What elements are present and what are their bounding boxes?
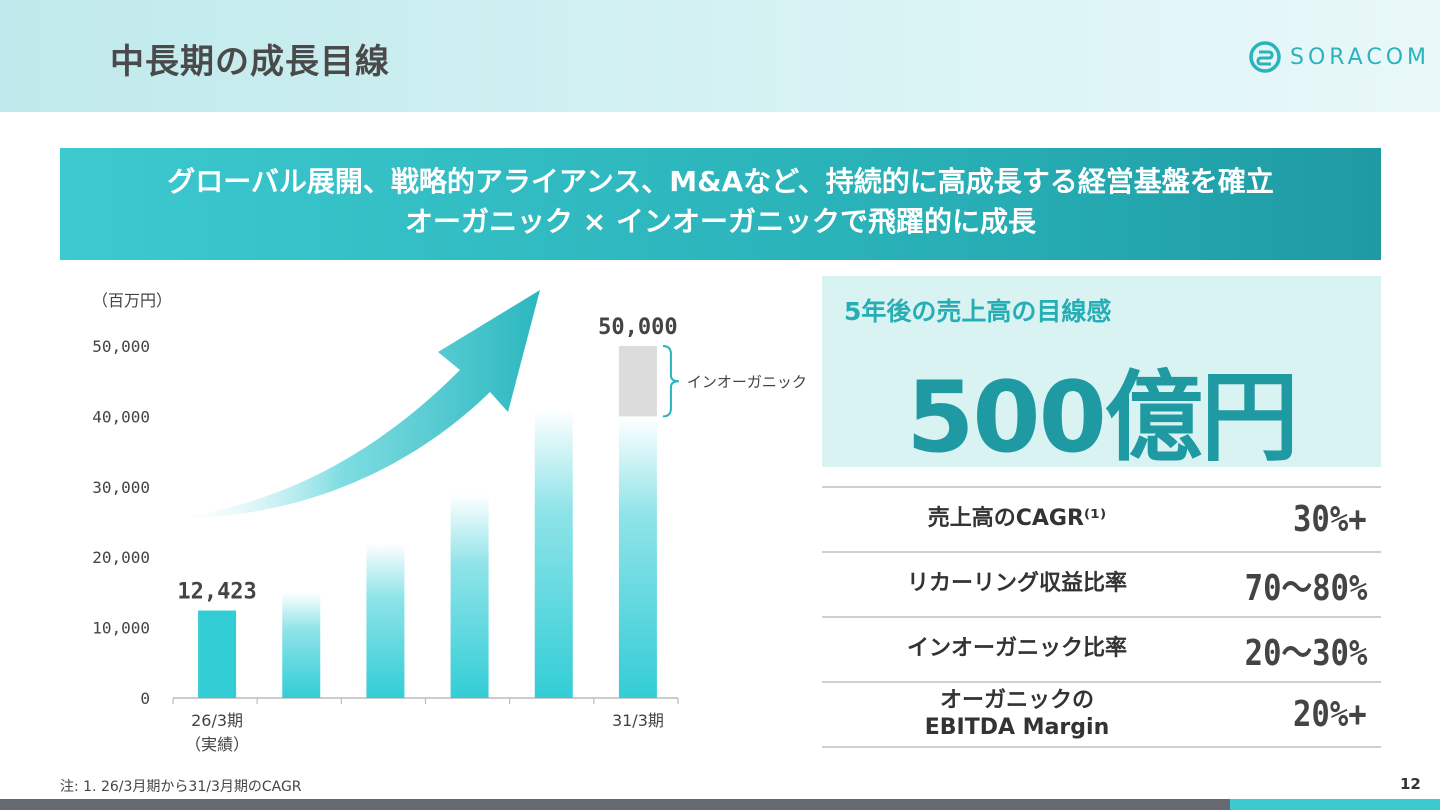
bar-organic xyxy=(618,416,657,698)
bar-organic xyxy=(198,610,237,698)
kpi-label: 売上高のCAGR⁽¹⁾ xyxy=(927,506,1107,532)
revenue-bar-chart: （百万円） 0 10,000 20,000 30,000 40,000 50,000 12… xyxy=(92,290,807,754)
banner-line-2: オーガニック × インオーガニックで飛躍的に成長 xyxy=(405,205,1036,238)
kpi-label: リカーリング収益比率 xyxy=(906,571,1127,597)
kpi-value: 20%+ xyxy=(1293,694,1367,735)
header-band xyxy=(0,0,1440,112)
x-category-sublabel: （実績） xyxy=(185,735,249,754)
bar-organic xyxy=(282,592,321,698)
bar-organic xyxy=(534,409,573,698)
kpi-row: オーガニックの EBITDA Margin 20%+ xyxy=(822,681,1381,748)
kpi-label: インオーガニック比率 xyxy=(906,636,1127,662)
kpi-row: インオーガニック比率 20～30% xyxy=(822,616,1381,681)
data-label: 50,000 xyxy=(598,315,677,340)
target-value: 500億円 xyxy=(906,361,1299,475)
y-unit-label: （百万円） xyxy=(92,291,172,310)
x-category-label: 31/3期 xyxy=(612,711,664,730)
page-number: 12 xyxy=(1400,775,1421,793)
banner-line-1: グローバル展開、戦略的アライアンス、M&Aなど、持続的に高成長する経営基盤を確立 xyxy=(167,165,1274,198)
bar-inorganic xyxy=(618,346,657,417)
bracket-label: インオーガニック xyxy=(687,373,807,391)
bar-organic xyxy=(366,543,405,698)
soracom-logo-icon xyxy=(1249,41,1281,73)
target-box: 5年後の売上高の目線感 500億円 xyxy=(822,276,1381,475)
kpi-label: オーガニックの EBITDA Margin xyxy=(822,683,1212,746)
y-tick-label: 0 xyxy=(140,689,150,708)
y-tick-label: 40,000 xyxy=(92,407,150,426)
kpi-label-line2: EBITDA Margin xyxy=(924,714,1110,740)
kpi-value: 30%+ xyxy=(1293,499,1367,540)
kpi-value: 70～80% xyxy=(1244,567,1367,609)
target-label: 5年後の売上高の目線感 xyxy=(844,297,1112,326)
kpi-row: 売上高のCAGR⁽¹⁾ 30%+ xyxy=(822,486,1381,551)
y-tick-label: 30,000 xyxy=(92,478,150,497)
data-label: 12,423 xyxy=(177,580,256,605)
headline-banner: グローバル展開、戦略的アライアンス、M&Aなど、持続的に高成長する経営基盤を確立… xyxy=(60,148,1381,260)
x-category-label: 26/3期 xyxy=(191,711,243,730)
y-tick-label: 20,000 xyxy=(92,548,150,567)
footnote: 注: 1. 26/3月期から31/3月期のCAGR xyxy=(60,779,302,795)
growth-arrow xyxy=(178,290,540,518)
kpi-row: リカーリング収益比率 70～80% xyxy=(822,551,1381,616)
soracom-logo: SORACOM xyxy=(1248,40,1430,74)
logo-wordmark: SORACOM xyxy=(1290,44,1430,70)
footer-accent xyxy=(1230,799,1440,810)
footer-bar xyxy=(0,799,1230,810)
kpi-label-line1: オーガニックの xyxy=(939,688,1094,714)
y-tick-label: 10,000 xyxy=(92,619,150,638)
y-tick-label: 50,000 xyxy=(92,337,150,356)
bracket-brace xyxy=(662,345,679,418)
page-title: 中長期の成長目線 xyxy=(110,42,390,82)
kpi-table: 売上高のCAGR⁽¹⁾ 30%+ リカーリング収益比率 70～80% インオーガ… xyxy=(822,486,1381,748)
bar-organic xyxy=(450,493,489,698)
kpi-value: 20～30% xyxy=(1244,632,1367,674)
